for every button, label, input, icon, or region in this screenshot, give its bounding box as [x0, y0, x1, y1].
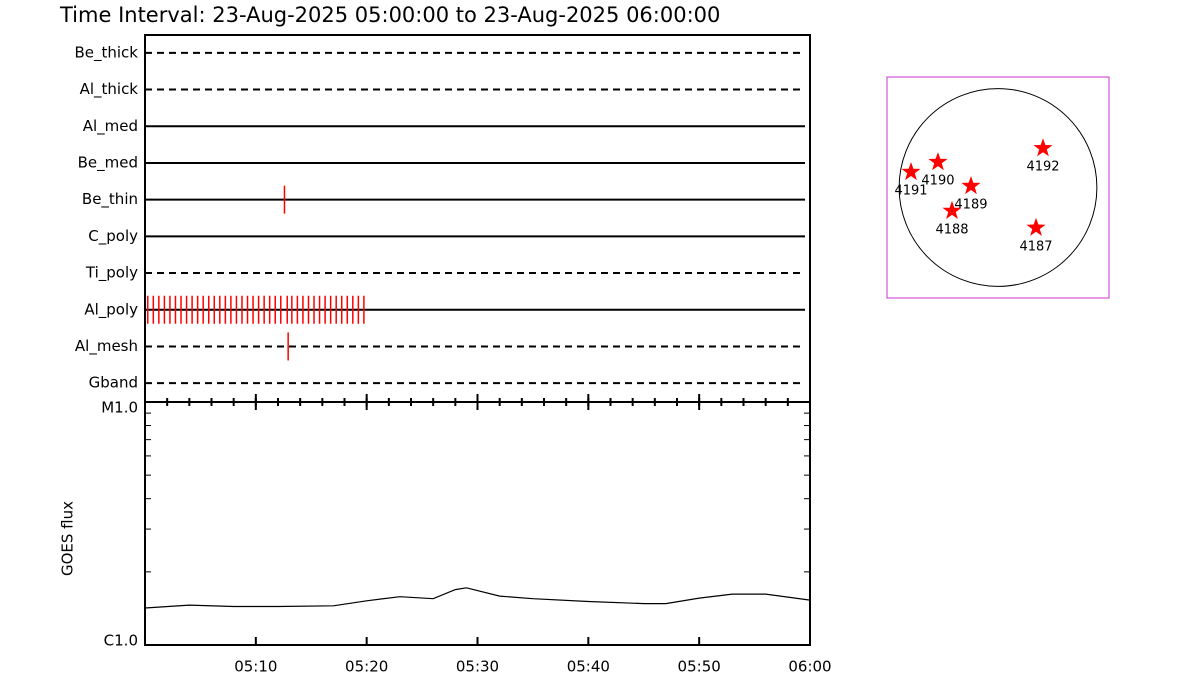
- map-frame: [886, 76, 1110, 299]
- region-label: 4191: [894, 184, 927, 199]
- filter-label: Gband: [89, 374, 138, 392]
- region-label: 4189: [954, 197, 987, 212]
- x-tick-label: 05:50: [678, 658, 721, 676]
- panel-frame: [144, 401, 811, 646]
- chart-title: Time Interval: 23-Aug-2025 05:00:00 to 2…: [59, 3, 720, 27]
- region-label: 4187: [1019, 239, 1052, 254]
- region-label: 4190: [921, 174, 954, 189]
- y-tick-label: C1.0: [104, 632, 138, 650]
- filter-label: C_poly: [88, 227, 138, 246]
- region-marker: [1033, 138, 1053, 157]
- region-marker: [901, 162, 921, 181]
- filter-label: Be_thick: [74, 43, 138, 62]
- region-marker: [1026, 217, 1046, 236]
- x-tick-label: 06:00: [788, 658, 831, 676]
- filter-label: Al_poly: [84, 300, 138, 319]
- filter-label: Be_thin: [82, 190, 138, 209]
- filter-label: Al_thick: [80, 80, 139, 99]
- region-label: 4188: [935, 222, 968, 237]
- region-marker: [961, 176, 981, 195]
- region-marker: [942, 200, 962, 219]
- x-tick-label: 05:20: [345, 658, 388, 676]
- x-tick-label: 05:40: [567, 658, 610, 676]
- filter-label: Ti_poly: [85, 264, 138, 283]
- region-label: 4192: [1026, 160, 1059, 175]
- y-axis-label: GOES flux: [59, 501, 77, 576]
- x-tick-label: 05:30: [456, 658, 499, 676]
- filter-label: Al_mesh: [75, 337, 138, 356]
- solar-limb: [898, 88, 1098, 287]
- region-marker: [928, 152, 948, 171]
- y-tick-label: M1.0: [101, 399, 138, 417]
- filter-label: Al_med: [83, 117, 138, 136]
- flux-line: [144, 587, 811, 609]
- x-tick-label: 05:10: [234, 658, 277, 676]
- filter-label: Be_med: [78, 153, 138, 172]
